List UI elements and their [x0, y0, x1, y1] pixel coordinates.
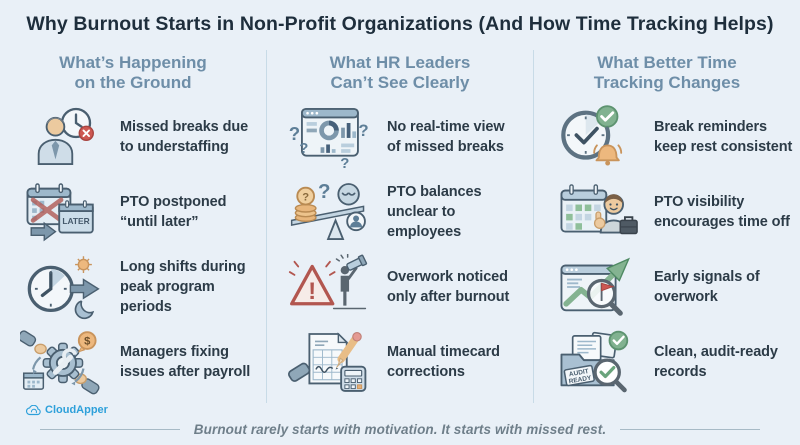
list-item: Break reminders keep rest consistent — [534, 100, 800, 175]
pto-visibility-icon — [560, 184, 638, 235]
item-label: Missed breaks due to understaffing — [120, 118, 249, 156]
list-item: Early signals of overwork — [534, 250, 800, 325]
svg-text:?: ? — [302, 192, 309, 204]
column-header: What HR Leaders Can’t See Clearly — [329, 53, 471, 93]
footer: CloudApper Burnout rarely starts with mo… — [0, 403, 800, 445]
item-label: No real-time view of missed breaks — [387, 118, 505, 156]
item-label: Overwork noticed only after burnout — [387, 268, 510, 306]
list-item: ! Overwork noticed — [267, 250, 533, 325]
cloud-icon — [26, 404, 41, 415]
footer-quote: Burnout rarely starts with motivation. I… — [193, 422, 607, 437]
pto-balance-unclear-icon: ? ? — [290, 180, 366, 241]
item-label: Long shifts during peak program periods — [120, 258, 246, 316]
item-label: PTO postponed “until later” — [120, 193, 227, 231]
svg-text:?: ? — [299, 140, 308, 157]
list-item: ? ? ? ? No real-time view of missed brea… — [267, 100, 533, 175]
list-item: LATER PTO postponed “until later” — [0, 175, 266, 250]
cloudapper-logo: CloudApper — [26, 404, 108, 416]
item-label: Break reminders keep rest consistent — [654, 118, 793, 156]
early-signals-icon — [560, 257, 631, 316]
svg-text:READY: READY — [568, 375, 592, 386]
list-item: Long shifts during peak program periods — [0, 250, 266, 325]
list-item: Missed breaks due to understaffing — [0, 100, 266, 175]
break-reminders-icon — [561, 105, 623, 166]
overwork-noticed-icon: ! — [288, 254, 368, 310]
svg-text:?: ? — [358, 121, 368, 140]
managers-fixing-icon: $ — [20, 330, 100, 395]
list-item: ? ? PTO balances unclear to employees — [267, 175, 533, 250]
svg-text:AUDIT: AUDIT — [568, 368, 589, 378]
brand-name: CloudApper — [45, 404, 108, 416]
svg-text:?: ? — [289, 123, 300, 144]
footer-quote-row: Burnout rarely starts with motivation. I… — [40, 422, 760, 437]
column-header: What’s Happening on the Ground — [59, 53, 207, 93]
list-item: Manual timecard corrections — [267, 325, 533, 400]
list-item: $ Managers fixing issues after payroll — [0, 325, 266, 400]
item-label: Managers fixing issues after payroll — [120, 343, 251, 381]
audit-ready-icon: AUDIT READY — [560, 331, 629, 393]
column-header: What Better Time Tracking Changes — [593, 53, 741, 93]
item-label: PTO visibility encourages time off — [654, 193, 790, 231]
column-hr-cant-see: What HR Leaders Can’t See Clearly — [266, 50, 533, 403]
svg-text:!: ! — [308, 278, 316, 305]
list-item: PTO visibility encourages time off — [534, 175, 800, 250]
manual-timecard-icon — [288, 332, 367, 393]
missed-breaks-icon — [37, 108, 94, 166]
item-label: Clean, audit-ready records — [654, 343, 778, 381]
item-label: Early signals of overwork — [654, 268, 760, 306]
svg-text:LATER: LATER — [62, 216, 89, 226]
long-shifts-icon — [27, 256, 100, 320]
divider-line — [620, 429, 760, 430]
divider-line — [40, 429, 180, 430]
columns-area: What’s Happening on the Ground — [0, 50, 800, 403]
pto-postponed-icon: LATER — [26, 183, 94, 242]
column-time-tracking-changes: What Better Time Tracking Changes — [533, 50, 800, 403]
list-item: AUDIT READY Clean, audit-ready records — [534, 325, 800, 400]
page-title: Why Burnout Starts in Non-Profit Organiz… — [26, 13, 774, 35]
no-realtime-view-icon: ? ? ? ? — [289, 108, 369, 170]
column-happening-on-ground: What’s Happening on the Ground — [0, 50, 266, 403]
svg-text:?: ? — [340, 155, 349, 170]
svg-text:?: ? — [318, 180, 331, 203]
item-label: PTO balances unclear to employees — [387, 183, 482, 241]
svg-text:$: $ — [84, 336, 91, 348]
item-label: Manual timecard corrections — [387, 343, 500, 381]
